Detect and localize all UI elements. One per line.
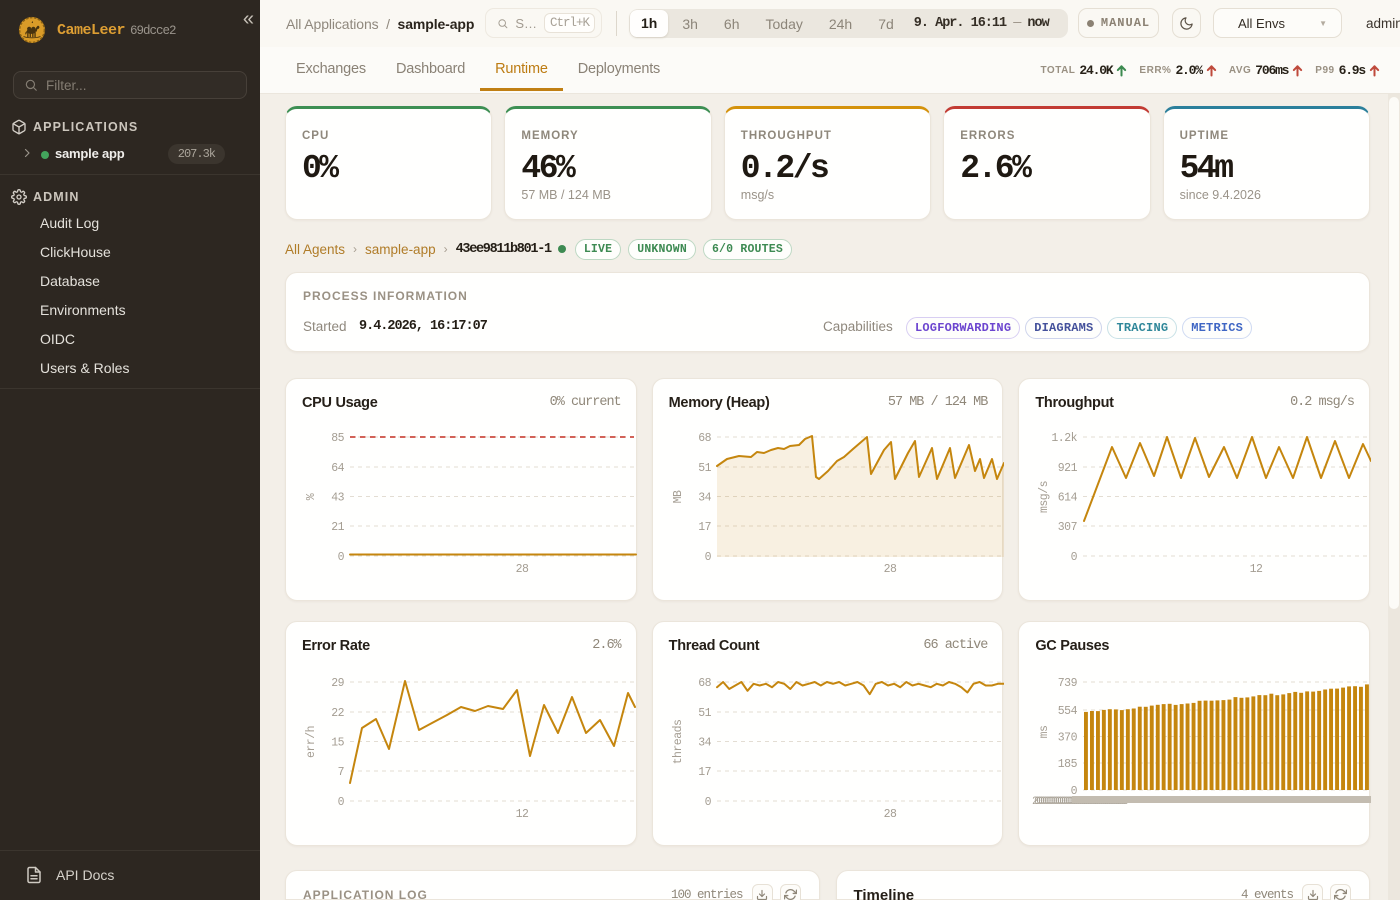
svg-text:1.2k: 1.2k [1052,432,1078,445]
svg-text:28: 28 [883,808,896,821]
svg-text:370: 370 [1058,732,1078,745]
svg-text:22: 22 [331,707,344,720]
svg-text:0: 0 [338,551,345,564]
svg-text:34: 34 [698,492,711,505]
svg-text:34: 34 [698,737,711,750]
svg-text:739: 739 [1058,677,1078,690]
svg-text:0: 0 [1071,785,1078,798]
svg-text:msg/s: msg/s [1038,481,1051,513]
svg-text:64: 64 [331,462,344,475]
svg-text:51: 51 [698,707,711,720]
svg-text:12: 12 [1250,563,1263,576]
svg-text:err/h: err/h [305,726,318,758]
svg-text:28: 28 [516,563,529,576]
svg-text:%: % [305,493,318,500]
svg-text:554: 554 [1058,705,1078,718]
svg-text:921: 921 [1058,462,1078,475]
svg-text:307: 307 [1058,521,1077,534]
svg-text:0: 0 [338,796,345,809]
svg-text:ms: ms [1038,726,1051,739]
svg-text:68: 68 [698,677,711,690]
svg-text:0: 0 [1071,551,1078,564]
svg-text:12: 12 [516,808,529,821]
svg-text:28: 28 [883,563,896,576]
svg-text:43: 43 [331,492,344,505]
svg-text:0: 0 [704,796,711,809]
svg-text:MB: MB [672,490,685,503]
svg-text:15: 15 [331,737,344,750]
svg-text:29: 29 [331,677,344,690]
svg-text:185: 185 [1058,758,1078,771]
svg-text:0: 0 [704,551,711,564]
svg-text:7: 7 [338,766,344,779]
svg-text:21: 21 [331,521,344,534]
svg-text:17: 17 [698,766,711,779]
svg-text:51: 51 [698,462,711,475]
svg-text:85: 85 [331,432,344,445]
svg-text:17: 17 [698,521,711,534]
svg-text:68: 68 [698,432,711,445]
svg-text:threads: threads [672,720,685,765]
svg-text:614: 614 [1058,492,1078,505]
